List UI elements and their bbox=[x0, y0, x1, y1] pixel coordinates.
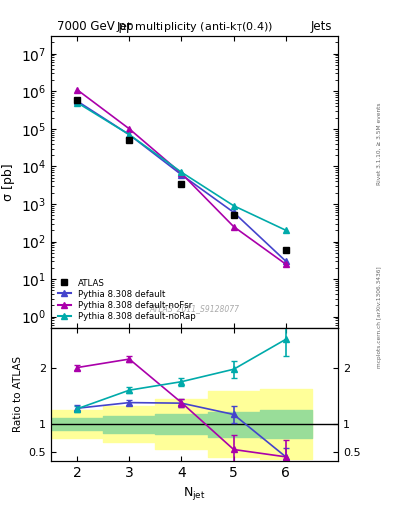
Text: 7000 GeV pp: 7000 GeV pp bbox=[57, 20, 133, 33]
Text: Rivet 3.1.10, ≥ 3.5M events: Rivet 3.1.10, ≥ 3.5M events bbox=[377, 102, 382, 185]
Legend: ATLAS, Pythia 8.308 default, Pythia 8.308 default-noFsr, Pythia 8.308 default-no: ATLAS, Pythia 8.308 default, Pythia 8.30… bbox=[55, 276, 198, 324]
Y-axis label: σ [pb]: σ [pb] bbox=[2, 163, 15, 201]
Text: Jets: Jets bbox=[311, 20, 332, 33]
Title: Jet multiplicity (anti-k$_\mathregular{T}$(0.4)): Jet multiplicity (anti-k$_\mathregular{T… bbox=[116, 20, 273, 34]
Y-axis label: Ratio to ATLAS: Ratio to ATLAS bbox=[13, 356, 23, 433]
Text: ATLAS_2011_S9128077: ATLAS_2011_S9128077 bbox=[149, 305, 240, 313]
X-axis label: N$_\mathrm{jet}$: N$_\mathrm{jet}$ bbox=[183, 485, 206, 502]
Text: mcplots.cern.ch [arXiv:1306.3436]: mcplots.cern.ch [arXiv:1306.3436] bbox=[377, 267, 382, 368]
